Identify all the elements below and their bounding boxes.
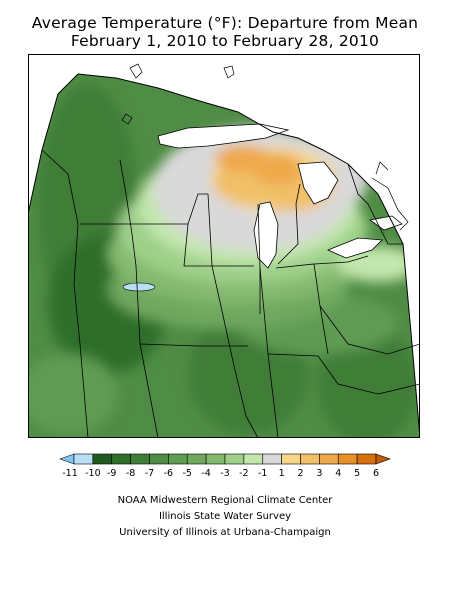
legend-tick-label: -10 [85,468,101,479]
legend-tick-label: -7 [145,468,154,479]
legend-color-cell [262,453,282,465]
legend-tick-label: 4 [335,468,341,479]
legend-color-cell [319,453,339,465]
legend-arrow-high [375,453,391,465]
legend-arrow-low [59,453,75,465]
legend-color-cell [149,453,169,465]
legend-tick-label: -5 [183,468,192,479]
credit-uiuc: University of Illinois at Urbana-Champai… [119,527,331,538]
legend-color-cell [243,453,264,465]
canadian-coastline [121,63,409,231]
map-title-line-2: February 1, 2010 to February 28, 2010 [70,32,380,50]
legend-tick-label: -3 [220,468,229,479]
state-boundaries [41,149,420,438]
legend-tick-label: 2 [297,468,303,479]
legend-color-cell [205,453,226,465]
legend-tick-label: -4 [201,468,210,479]
legend-color-cell [356,453,377,465]
legend-color-cell [111,453,131,465]
legend-color-cell [168,453,188,465]
legend-tick-label: -9 [107,468,116,479]
legend-tick-label: 5 [354,468,360,479]
legend-color-cell [281,453,301,465]
legend-color-cell [186,453,207,465]
domain-outline [28,73,420,438]
legend-color-cell [337,453,358,465]
legend-tick-label: -6 [164,468,173,479]
legend-tick-label: -8 [126,468,135,479]
legend-color-cell [300,453,320,465]
legend-color-cell [224,453,245,465]
legend-color-cell [92,453,113,465]
map-frame [28,54,420,438]
legend-tick-label: 6 [373,468,379,479]
legend-tick-label: 1 [279,468,285,479]
legend-color-cell [130,453,150,465]
devils-lake [122,282,156,292]
legend-tick-label: -1 [258,468,267,479]
temperature-departure-map [28,54,420,438]
legend-tick-label: -2 [239,468,248,479]
credit-noaa: NOAA Midwestern Regional Climate Center [117,495,333,506]
legend-tick-label: -11 [62,468,78,479]
map-title-line-1: Average Temperature (°F): Departure from… [31,14,419,32]
color-scale-legend: -11 -10 -9 -8 -7 -6 -5 -4 -3 -2 -1 1 2 3 4 5 6 [59,453,391,479]
credit-isws: Illinois State Water Survey [158,511,292,522]
legend-color-cell [73,453,94,465]
legend-tick-label: 3 [316,468,322,479]
